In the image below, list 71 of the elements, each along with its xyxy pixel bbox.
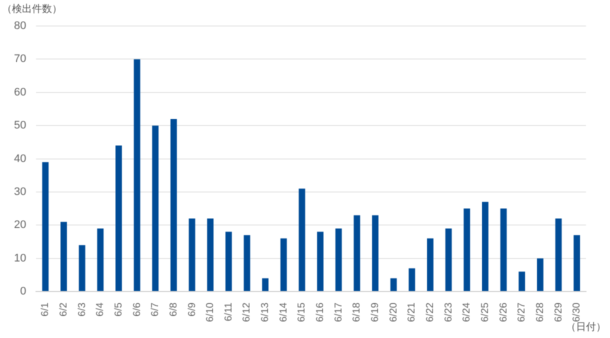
x-tick-label: 6/4: [95, 302, 106, 316]
y-tick-label: 70: [14, 53, 26, 66]
x-tick-label: 6/8: [168, 302, 180, 316]
x-tick-label: 6/13: [260, 302, 272, 322]
bar: [152, 126, 159, 292]
bar: [555, 218, 562, 292]
bar: [262, 278, 269, 292]
y-tick-label: 20: [14, 219, 26, 232]
bar: [408, 268, 416, 292]
x-tick-label: 6/25: [480, 302, 491, 322]
bar: [170, 118, 177, 292]
bar: [427, 238, 434, 292]
x-tick-label: 6/10: [205, 302, 216, 322]
y-axis-title: （検出件数）: [2, 2, 62, 16]
x-tick-label: 6/6: [132, 302, 143, 316]
bar: [354, 215, 360, 292]
x-tick-label: 6/17: [333, 302, 344, 322]
x-axis-title: （日付）: [566, 322, 606, 334]
bar: [574, 235, 580, 292]
bar: [280, 238, 287, 292]
bar: [225, 232, 232, 292]
x-tick-label: 6/19: [370, 302, 382, 322]
bar: [78, 245, 86, 292]
y-tick-label: 60: [14, 86, 26, 98]
x-tick-label: 6/26: [498, 302, 510, 322]
x-tick-label: 6/30: [572, 302, 583, 322]
y-tick-label: 0: [20, 286, 26, 298]
bar: [390, 278, 397, 292]
bar: [518, 272, 526, 292]
x-tick-label: 6/20: [388, 302, 400, 322]
y-tick-label: 30: [14, 186, 26, 198]
bar: [42, 162, 49, 292]
x-tick-label: 6/12: [242, 302, 253, 322]
x-tick-label: 6/3: [76, 302, 88, 316]
y-tick-label: 50: [14, 120, 26, 132]
bar: [464, 208, 470, 292]
x-tick-label: 6/23: [443, 302, 454, 322]
x-tick-label: 6/16: [315, 302, 326, 322]
x-tick-label: 6/21: [406, 302, 418, 322]
bar: [97, 228, 104, 292]
bar: [298, 188, 306, 292]
x-tick-label: 6/15: [296, 302, 308, 322]
x-tick-label: 6/1: [40, 302, 52, 316]
bar: [445, 228, 452, 292]
y-tick-label: 10: [14, 252, 26, 264]
x-tick-label: 6/11: [223, 302, 234, 322]
bar: [115, 145, 122, 292]
x-tick-label: 6/2: [58, 302, 70, 316]
bar: [60, 222, 67, 292]
bar: [335, 228, 342, 292]
x-tick-label: 6/27: [516, 302, 528, 322]
x-tick-label: 6/9: [186, 302, 198, 316]
bar: [188, 218, 196, 292]
x-tick-label: 6/7: [150, 302, 162, 316]
x-tick-label: 6/18: [352, 302, 363, 322]
x-tick-label: 6/22: [424, 302, 436, 322]
bar: [536, 258, 544, 292]
bar: [500, 208, 507, 292]
y-tick-label: 40: [14, 152, 26, 165]
bar: [317, 232, 324, 292]
x-tick-label: 6/24: [462, 302, 473, 322]
bar: [482, 202, 488, 292]
x-tick-label: 6/14: [278, 302, 290, 322]
x-tick-label: 6/5: [113, 302, 124, 316]
bar: [244, 235, 250, 292]
x-tick-label: 6/29: [553, 302, 564, 322]
bar: [207, 218, 214, 292]
bar: [372, 215, 378, 292]
bar: [134, 59, 140, 292]
y-tick-label: 80: [14, 20, 26, 32]
x-tick-label: 6/28: [534, 302, 546, 322]
